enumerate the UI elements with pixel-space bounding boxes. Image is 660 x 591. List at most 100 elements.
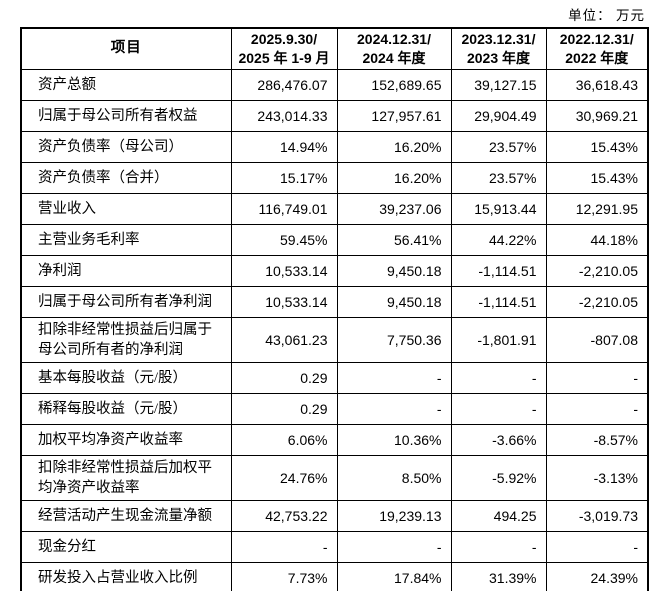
row-value: 39,127.15 xyxy=(450,68,547,101)
table-row: 归属于母公司所有者权益 243,014.33 127,957.61 29,904… xyxy=(20,99,649,132)
table-row: 稀释每股收益（元/股） 0.29 - - - xyxy=(20,392,649,425)
row-value: 15.43% xyxy=(545,130,649,163)
row-label: 基本每股收益（元/股） xyxy=(20,361,232,394)
row-value: 16.20% xyxy=(336,161,452,194)
table-row: 营业收入 116,749.01 39,237.06 15,913.44 12,2… xyxy=(20,192,649,225)
row-value: - xyxy=(336,530,452,563)
row-value: 127,957.61 xyxy=(336,99,452,132)
row-label: 主营业务毛利率 xyxy=(20,223,232,256)
row-value: 42,753.22 xyxy=(230,499,338,532)
row-value: 494.25 xyxy=(450,499,547,532)
row-value: -8.57% xyxy=(545,423,649,456)
row-label: 经营活动产生现金流量净额 xyxy=(20,499,232,532)
row-label: 资产负债率（母公司） xyxy=(20,130,232,163)
row-value: 44.18% xyxy=(545,223,649,256)
row-value: -3,019.73 xyxy=(545,499,649,532)
row-value: 15.17% xyxy=(230,161,338,194)
row-value: 43,061.23 xyxy=(230,316,338,363)
row-value: 56.41% xyxy=(336,223,452,256)
row-value: -1,114.51 xyxy=(450,254,547,287)
row-value: - xyxy=(545,361,649,394)
header-period-date: 2025.9.30/ xyxy=(250,31,318,47)
row-value: 0.29 xyxy=(230,392,338,425)
row-value: 31.39% xyxy=(450,561,547,591)
row-value: -1,801.91 xyxy=(450,316,547,363)
table-row: 基本每股收益（元/股） 0.29 - - - xyxy=(20,361,649,394)
row-value: 9,450.18 xyxy=(336,254,452,287)
row-value: 24.76% xyxy=(230,454,338,501)
row-value: 30,969.21 xyxy=(545,99,649,132)
header-period-range: 2022 年度 xyxy=(565,49,629,66)
row-value: 24.39% xyxy=(545,561,649,591)
row-label: 归属于母公司所有者权益 xyxy=(20,99,232,132)
row-value: -807.08 xyxy=(545,316,649,363)
row-value: -2,210.05 xyxy=(545,254,649,287)
table-row: 归属于母公司所有者净利润 10,533.14 9,450.18 -1,114.5… xyxy=(20,285,649,318)
row-value: 6.06% xyxy=(230,423,338,456)
header-period-2022: 2022.12.31/ 2022 年度 xyxy=(545,27,649,70)
row-value: -1,114.51 xyxy=(450,285,547,318)
table-row: 加权平均净资产收益率 6.06% 10.36% -3.66% -8.57% xyxy=(20,423,649,456)
table-row: 资产负债率（母公司） 14.94% 16.20% 23.57% 15.43% xyxy=(20,130,649,163)
row-label: 现金分红 xyxy=(20,530,232,563)
row-label: 研发投入占营业收入比例 xyxy=(20,561,232,591)
row-value: 23.57% xyxy=(450,161,547,194)
row-value: - xyxy=(230,530,338,563)
row-value: 8.50% xyxy=(336,454,452,501)
row-value: - xyxy=(545,530,649,563)
row-value: -3.66% xyxy=(450,423,547,456)
row-value: 15.43% xyxy=(545,161,649,194)
table-row: 现金分红 - - - - xyxy=(20,530,649,563)
row-value: 15,913.44 xyxy=(450,192,547,225)
row-label: 加权平均净资产收益率 xyxy=(20,423,232,456)
row-value: 0.29 xyxy=(230,361,338,394)
table-row: 主营业务毛利率 59.45% 56.41% 44.22% 44.18% xyxy=(20,223,649,256)
unit-label: 单位： 万元 xyxy=(568,8,645,23)
row-value: 7,750.36 xyxy=(336,316,452,363)
table-row: 扣除非经常性损益后加权平均净资产收益率 24.76% 8.50% -5.92% … xyxy=(20,454,649,501)
header-period-date: 2022.12.31/ xyxy=(559,31,634,47)
row-label: 营业收入 xyxy=(20,192,232,225)
row-value: 9,450.18 xyxy=(336,285,452,318)
row-value: - xyxy=(450,530,547,563)
header-period-2023: 2023.12.31/ 2023 年度 xyxy=(450,27,547,70)
row-value: 243,014.33 xyxy=(230,99,338,132)
row-value: 116,749.01 xyxy=(230,192,338,225)
table-row: 资产负债率（合并） 15.17% 16.20% 23.57% 15.43% xyxy=(20,161,649,194)
row-value: -2,210.05 xyxy=(545,285,649,318)
row-value: 17.84% xyxy=(336,561,452,591)
row-value: 39,237.06 xyxy=(336,192,452,225)
header-period-2024: 2024.12.31/ 2024 年度 xyxy=(336,27,452,70)
table-row: 资产总额 286,476.07 152,689.65 39,127.15 36,… xyxy=(20,68,649,101)
table-row: 净利润 10,533.14 9,450.18 -1,114.51 -2,210.… xyxy=(20,254,649,287)
row-label: 稀释每股收益（元/股） xyxy=(20,392,232,425)
row-value: - xyxy=(450,361,547,394)
row-value: 29,904.49 xyxy=(450,99,547,132)
row-value: 59.45% xyxy=(230,223,338,256)
header-period-2025: 2025.9.30/ 2025 年 1-9 月 xyxy=(230,27,338,70)
table-row: 扣除非经常性损益后归属于母公司所有者的净利润 43,061.23 7,750.3… xyxy=(20,316,649,363)
row-value: 19,239.13 xyxy=(336,499,452,532)
row-value: 286,476.07 xyxy=(230,68,338,101)
row-value: -5.92% xyxy=(450,454,547,501)
row-value: 10,533.14 xyxy=(230,254,338,287)
header-period-date: 2023.12.31/ xyxy=(461,31,536,47)
row-value: 14.94% xyxy=(230,130,338,163)
row-value: 10.36% xyxy=(336,423,452,456)
row-value: 7.73% xyxy=(230,561,338,591)
row-label: 扣除非经常性损益后归属于母公司所有者的净利润 xyxy=(20,316,232,363)
row-value: 44.22% xyxy=(450,223,547,256)
row-label: 资产总额 xyxy=(20,68,232,101)
row-value: 36,618.43 xyxy=(545,68,649,101)
row-value: - xyxy=(450,392,547,425)
table-header-row: 项目 2025.9.30/ 2025 年 1-9 月 2024.12.31/ 2… xyxy=(20,27,649,70)
row-label: 资产负债率（合并） xyxy=(20,161,232,194)
row-value: 23.57% xyxy=(450,130,547,163)
table-row: 研发投入占营业收入比例 7.73% 17.84% 31.39% 24.39% xyxy=(20,561,649,591)
header-period-range: 2024 年度 xyxy=(362,49,426,66)
row-value: 10,533.14 xyxy=(230,285,338,318)
header-period-range: 2025 年 1-9 月 xyxy=(238,49,330,66)
row-value: - xyxy=(336,361,452,394)
financial-indicators-table: 项目 2025.9.30/ 2025 年 1-9 月 2024.12.31/ 2… xyxy=(20,27,649,591)
